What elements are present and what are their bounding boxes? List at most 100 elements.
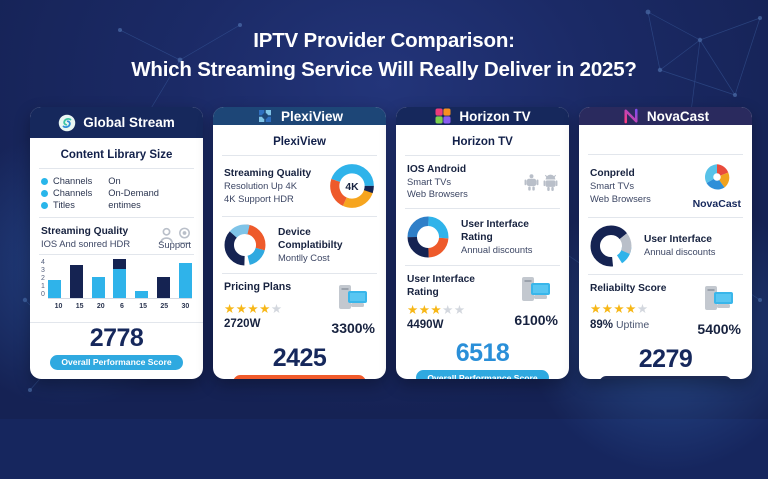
list-item: Channels xyxy=(41,176,92,186)
bar-segment-light xyxy=(178,262,192,298)
monitor-icon xyxy=(339,285,368,309)
overall-score-value: 6518 xyxy=(455,339,510,368)
card-header-plexiview: PlexiView xyxy=(213,107,386,125)
webcam-icon xyxy=(178,227,191,244)
divider xyxy=(588,154,743,155)
list-item: Channels xyxy=(41,188,92,198)
card-header-global-stream: Global Stream xyxy=(30,107,203,138)
feature-sublabel-2: Web Browsers xyxy=(590,192,651,204)
chart-y-axis: 4 3 2 1 0 xyxy=(41,259,45,299)
feature2-label: Device Complatibilty xyxy=(278,226,343,251)
feature2-sublabel: Annual discounts xyxy=(644,246,716,258)
four-petal-logo-icon xyxy=(258,110,271,122)
library-bullets-section: Channels Channels Titles On On-Demand en… xyxy=(41,169,192,217)
provider-card-horizon-tv[interactable]: Horizon TV Horizon TV IOS Android Smart … xyxy=(396,107,569,379)
monitor-icon xyxy=(522,276,551,301)
provider-card-plexiview[interactable]: PlexiView PlexiView Streaming Quality Re… xyxy=(213,107,386,379)
x-tick: 25 xyxy=(160,302,169,310)
n-letter-logo-icon xyxy=(624,108,638,124)
x-tick: 15 xyxy=(75,302,84,310)
bullet-label: Titles xyxy=(53,200,75,210)
y-tick: 0 xyxy=(41,290,45,298)
bar-segment-light xyxy=(113,268,127,298)
divider xyxy=(405,264,560,266)
y-tick: 4 xyxy=(41,258,45,266)
brand-wordmark: NovaCast xyxy=(692,198,741,210)
bullet-dot-icon xyxy=(41,201,48,209)
percent-value: 5400% xyxy=(697,321,741,337)
status-badge: Overall Performance Score xyxy=(50,354,183,370)
feature-sublabel-2: Web Browsers xyxy=(407,188,468,200)
card-subtitle-global-stream: Content Library Size xyxy=(60,149,173,161)
feature2-label: User Interface xyxy=(644,234,712,246)
star-rating: ★★★★★ xyxy=(407,302,466,317)
title-line-2: Which Streaming Service Will Really Deli… xyxy=(131,58,637,82)
bullet-value: entimes xyxy=(108,200,141,210)
card-subtitle-plexiview: PlexiView xyxy=(273,136,326,148)
uptime-row: 89% Uptime xyxy=(590,316,689,331)
divider xyxy=(222,273,377,274)
divider xyxy=(405,207,560,209)
divider xyxy=(588,217,743,218)
card-title-novacast: NovaCast xyxy=(646,108,710,124)
feature2-sublabel: Annual discounts xyxy=(461,243,533,255)
bar-segment-dark xyxy=(69,264,83,298)
uptime-value: 89% xyxy=(590,318,614,331)
feature-label: Conpreld xyxy=(590,168,635,180)
card-footer-global-stream: 2778 Overall Performance Score xyxy=(30,323,203,380)
card-footer-plexiview: 2425 Overall Performance Score xyxy=(213,343,386,379)
device-compatibility-section: Device Complatibilty Montlly Cost xyxy=(224,217,375,273)
chart-x-axis: 10 15 20 6 15 25 30 xyxy=(41,301,192,310)
feature-label: Streaming Quality xyxy=(224,168,312,180)
y-tick: 3 xyxy=(41,266,45,274)
wattage-value: 4490W xyxy=(407,319,444,332)
bar-column xyxy=(69,259,83,298)
platforms-section: IOS Android Smart TVs Web Browsers xyxy=(407,156,558,208)
divider xyxy=(405,155,560,156)
pinwheel-logo-icon xyxy=(704,164,730,190)
card-subtitle-horizon-tv: Horizon TV xyxy=(452,136,513,148)
bar-column xyxy=(157,259,171,298)
bullet-label: Channels xyxy=(53,188,93,198)
svg-text:4K: 4K xyxy=(345,182,359,193)
divider xyxy=(39,168,194,169)
provider-card-global-stream[interactable]: Global Stream Content Library Size Chann… xyxy=(30,107,203,379)
feature2-sublabel: Montlly Cost xyxy=(278,251,330,263)
ui-donut-section: User Interface Annual discounts xyxy=(590,218,741,274)
bar-column xyxy=(178,259,192,298)
ui-rating-donut-chart xyxy=(407,216,449,258)
android-icon xyxy=(543,174,558,191)
ui-rating-stars-section: User Interface Rating ★★★★★ 4490W 6100% xyxy=(407,266,558,339)
x-tick: 20 xyxy=(96,302,105,310)
ui-rating-donut-section: User Interface Rating Annual discounts xyxy=(407,209,558,265)
streaming-quality-bar-chart: 4 3 2 1 0 xyxy=(41,255,192,301)
bullet-label: Channels xyxy=(53,176,93,186)
divider xyxy=(222,216,377,217)
feature-sublabel-1: Smart TVs xyxy=(407,176,452,188)
bullet-dot-icon xyxy=(41,177,48,185)
platforms-section: Conpreld Smart TVs Web Browsers xyxy=(590,155,741,217)
card-title-horizon-tv: Horizon TV xyxy=(459,108,531,124)
y-tick: 1 xyxy=(41,282,45,290)
pricing-plans-section: Pricing Plans ★★★★★ 2720W 3300% xyxy=(224,274,375,343)
divider xyxy=(39,253,194,255)
reliability-score-section: Reliabilty Score ★★★★★ 89% Uptime 5400% xyxy=(590,275,741,344)
person-icon xyxy=(160,227,173,244)
divider xyxy=(39,217,194,218)
status-badge: Overall Performance Score xyxy=(233,375,366,379)
x-tick: 6 xyxy=(120,302,124,310)
x-tick: 30 xyxy=(181,302,190,310)
quality-donut-chart: 4K xyxy=(330,164,374,208)
divider xyxy=(30,321,203,323)
bullet-value: On xyxy=(108,176,121,186)
overall-score-value: 2425 xyxy=(272,344,327,372)
overall-score-value: 2778 xyxy=(89,323,144,352)
feature2-label: User Interface Rating xyxy=(461,218,529,243)
bar-column xyxy=(91,259,105,298)
divider xyxy=(222,155,377,156)
feature-label: IOS Android xyxy=(407,164,467,175)
streaming-quality-section: Streaming Quality Resolution Up 4K 4K Su… xyxy=(224,156,375,216)
feature-sublabel-2: 4K Support HDR xyxy=(224,192,294,204)
provider-card-novacast[interactable]: NovaCast Conpreld Smart TVs Web Browsers xyxy=(579,107,752,379)
bar-column xyxy=(113,258,127,298)
